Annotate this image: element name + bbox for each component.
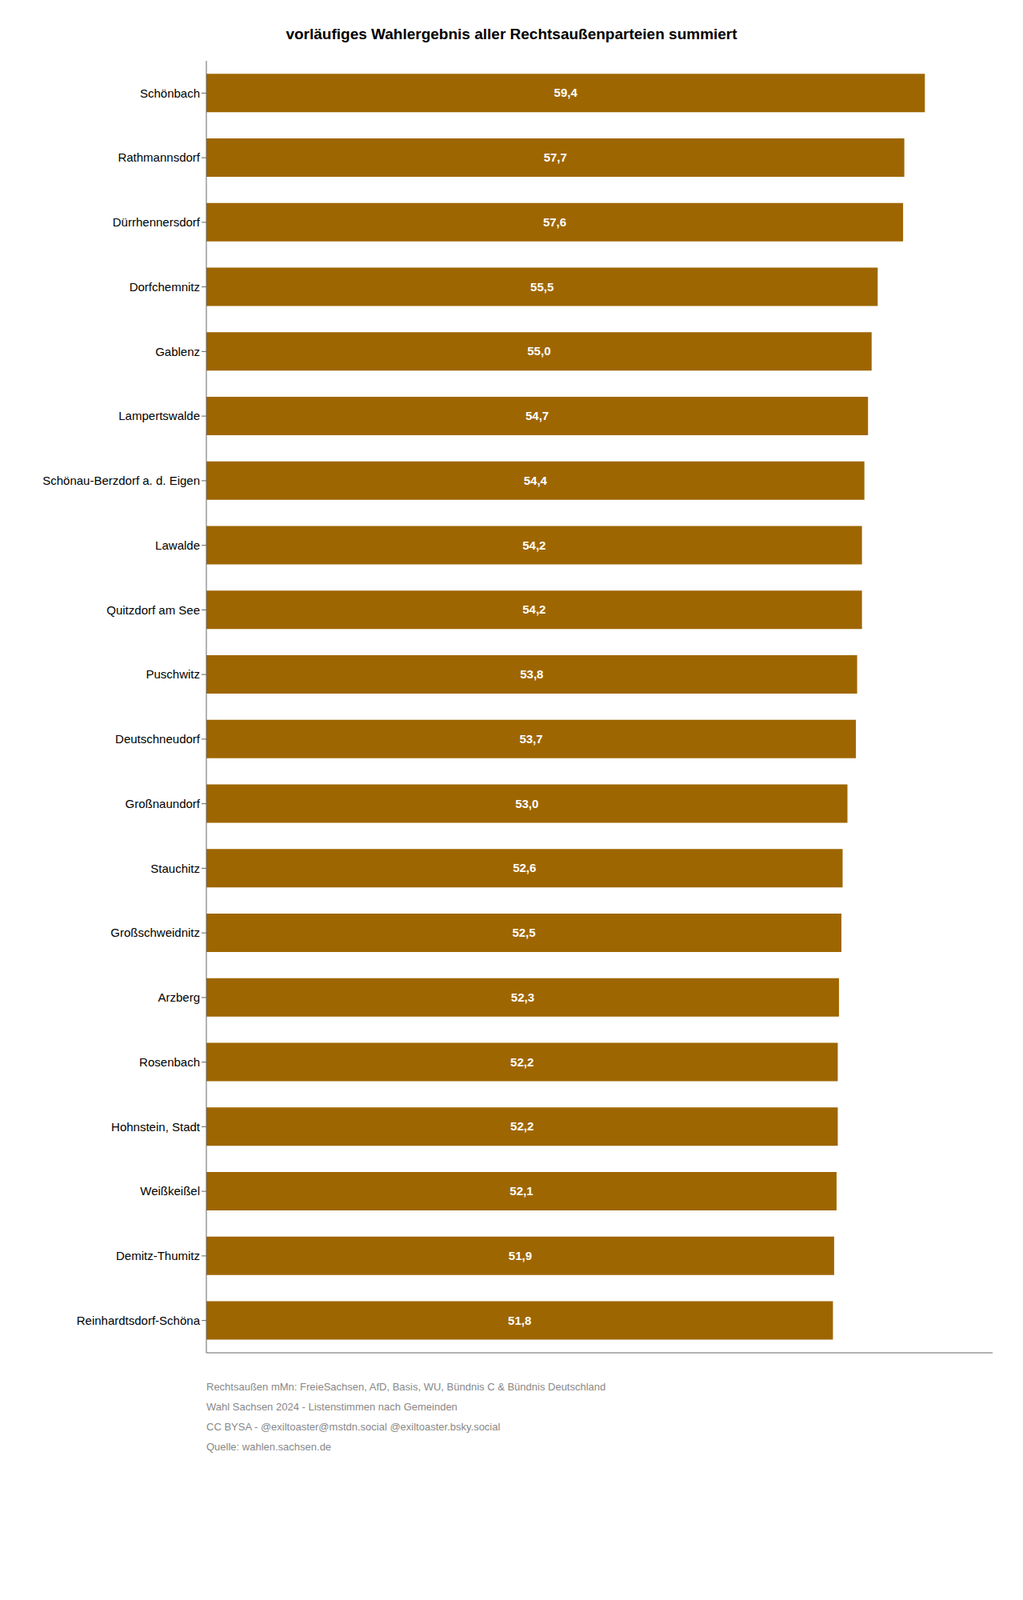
svg-text:52,2: 52,2	[510, 1118, 534, 1133]
svg-text:55,0: 55,0	[527, 343, 551, 358]
svg-text:Stauchitz: Stauchitz	[150, 861, 200, 876]
svg-text:54,2: 54,2	[522, 538, 546, 552]
svg-text:54,4: 54,4	[523, 473, 548, 488]
svg-text:Lampertswalde: Lampertswalde	[118, 408, 200, 423]
svg-text:57,6: 57,6	[543, 215, 567, 229]
svg-text:Deutschneudorf: Deutschneudorf	[115, 731, 201, 746]
svg-text:Arzberg: Arzberg	[157, 990, 200, 1004]
svg-text:53,8: 53,8	[519, 667, 544, 681]
svg-text:Großschweidnitz: Großschweidnitz	[110, 925, 200, 940]
svg-text:Reinhardtsdorf-Schöna: Reinhardtsdorf-Schöna	[76, 1313, 201, 1327]
html-text:vorläufiges Wahlergebnis aller: vorläufiges Wahlergebnis aller Rechtsauß…	[285, 25, 738, 43]
svg-text:52,3: 52,3	[511, 990, 535, 1004]
svg-text:57,7: 57,7	[543, 150, 568, 164]
svg-text:Rathmannsdorf: Rathmannsdorf	[117, 150, 200, 164]
svg-text:Gablenz: Gablenz	[155, 344, 200, 359]
svg-text:52,6: 52,6	[512, 860, 536, 875]
svg-text:51,9: 51,9	[508, 1248, 532, 1263]
svg-text:Hohnstein, Stadt: Hohnstein, Stadt	[111, 1119, 201, 1134]
html-text:CC BYSA - @exiltoaster@mstdn.s: CC BYSA - @exiltoaster@mstdn.social @exi…	[206, 1420, 501, 1433]
svg-text:59,4: 59,4	[554, 85, 579, 100]
svg-text:Quitzdorf am See: Quitzdorf am See	[106, 603, 200, 617]
html-text:Quelle: wahlen.sachsen.de: Quelle: wahlen.sachsen.de	[206, 1440, 332, 1453]
svg-text:52,1: 52,1	[509, 1183, 533, 1198]
svg-text:54,2: 54,2	[522, 602, 546, 616]
svg-text:Rosenbach: Rosenbach	[139, 1054, 200, 1069]
svg-text:Schönau-Berzdorf a. d. Eigen: Schönau-Berzdorf a. d. Eigen	[42, 473, 200, 488]
svg-text:Großnaundorf: Großnaundorf	[125, 796, 201, 811]
svg-text:54,7: 54,7	[525, 408, 549, 423]
svg-text:Lawalde: Lawalde	[155, 538, 200, 552]
svg-text:Schönbach: Schönbach	[139, 86, 200, 100]
svg-text:53,0: 53,0	[515, 796, 539, 811]
svg-text:53,7: 53,7	[519, 731, 543, 746]
svg-text:52,5: 52,5	[511, 925, 536, 940]
svg-text:55,5: 55,5	[530, 279, 554, 294]
svg-text:Dürrhennersdorf: Dürrhennersdorf	[112, 215, 201, 229]
svg-text:Dorfchemnitz: Dorfchemnitz	[129, 279, 200, 294]
html-text:Rechtsaußen mMn: FreieSachsen,: Rechtsaußen mMn: FreieSachsen, AfD, Basi…	[206, 1380, 606, 1393]
html-text:Wahl Sachsen 2024 - Listenstim: Wahl Sachsen 2024 - Listenstimmen nach G…	[206, 1400, 458, 1413]
svg-text:Weißkeißel: Weißkeißel	[139, 1183, 200, 1198]
svg-text:51,8: 51,8	[507, 1313, 532, 1327]
svg-text:52,2: 52,2	[510, 1054, 534, 1069]
svg-text:Demitz-Thumitz: Demitz-Thumitz	[115, 1248, 200, 1263]
svg-text:Puschwitz: Puschwitz	[145, 667, 200, 681]
